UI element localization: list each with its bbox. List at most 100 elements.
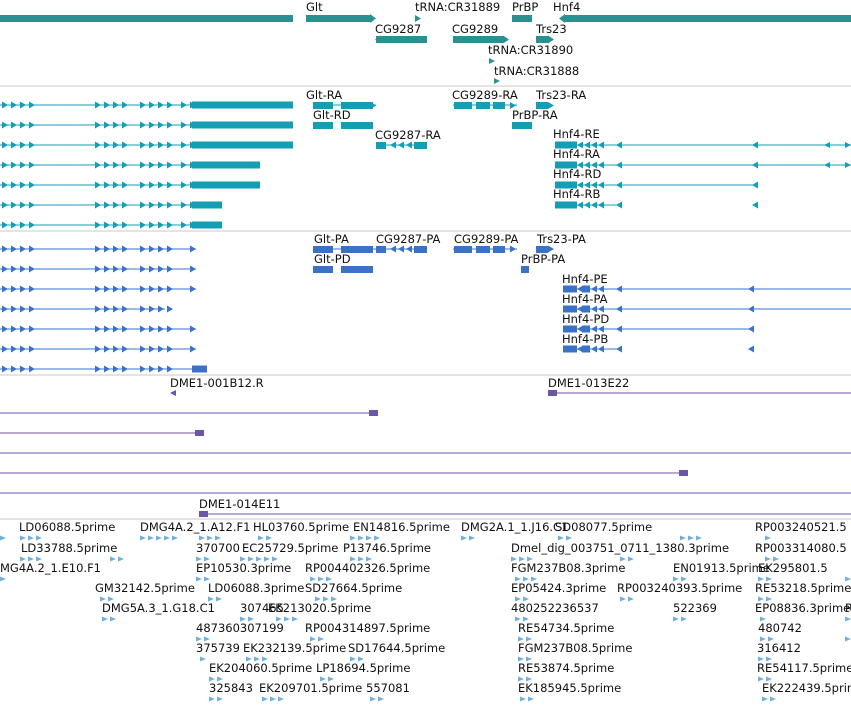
protein-exon[interactable] <box>192 365 207 373</box>
clone-block[interactable] <box>199 511 208 517</box>
strand-arrow-right <box>11 285 17 293</box>
exon-block[interactable] <box>493 102 505 109</box>
exon-block[interactable] <box>313 266 333 273</box>
strand-arrow-right <box>270 696 276 702</box>
exon-block[interactable] <box>313 102 333 109</box>
strand-arrow-right <box>149 221 155 229</box>
strand-arrow-right <box>680 535 686 541</box>
exon-block[interactable] <box>454 246 472 253</box>
gene-label: CG9287 <box>375 22 421 36</box>
gene-cg9287-block[interactable] <box>376 36 427 43</box>
protein-exon[interactable] <box>582 325 590 333</box>
protein-exon[interactable] <box>582 285 590 293</box>
exon-block[interactable] <box>313 246 333 253</box>
protein-exon[interactable] <box>582 345 590 353</box>
exon-block[interactable] <box>341 122 373 129</box>
strand-arrow-right <box>845 636 851 642</box>
strand-arrow-right <box>140 305 146 313</box>
strand-arrow-right <box>20 221 26 229</box>
strand-arrow-right <box>503 35 509 44</box>
strand-arrow-right <box>149 101 155 109</box>
strand-arrow-right <box>95 245 101 253</box>
exon-block[interactable] <box>376 142 386 149</box>
exon-block[interactable] <box>566 141 574 149</box>
strand-arrow-right <box>156 535 162 541</box>
exon-block[interactable] <box>493 246 505 253</box>
clone-block[interactable] <box>195 430 204 436</box>
strand-arrow-right <box>104 201 110 209</box>
exon-block[interactable] <box>566 181 574 189</box>
strand-arrow-right <box>284 616 290 622</box>
protein-exon[interactable] <box>563 325 577 333</box>
strand-arrow-right <box>358 556 364 562</box>
protein-exon[interactable] <box>563 305 577 313</box>
strand-arrow-left <box>591 345 597 353</box>
transcript-exon[interactable] <box>192 101 293 109</box>
strand-arrow-right <box>620 596 626 602</box>
clone-block[interactable] <box>679 470 688 476</box>
strand-arrow-right <box>209 676 215 682</box>
exon-block[interactable] <box>341 246 373 253</box>
gene-glt-block[interactable] <box>306 15 370 22</box>
gene-cg9289-block[interactable] <box>453 36 503 43</box>
strand-arrow-right <box>158 161 164 169</box>
est-label: Dmel_dig_003751_0711_1380.3prime <box>511 541 729 555</box>
strand-arrow-right <box>95 201 101 209</box>
exon-block[interactable] <box>414 246 427 253</box>
strand-arrow-right <box>113 161 119 169</box>
strand-arrow-right <box>104 101 110 109</box>
transcript-exon[interactable] <box>192 121 293 129</box>
exon-block[interactable] <box>521 266 529 273</box>
exon-block[interactable] <box>454 102 472 109</box>
exon-block[interactable] <box>512 122 532 129</box>
strand-arrow-right <box>2 345 8 353</box>
transcript-exon[interactable] <box>192 181 260 189</box>
strand-arrow-right <box>29 181 35 189</box>
exon-block[interactable] <box>476 246 490 253</box>
protein-exon[interactable] <box>563 345 577 353</box>
transcript-exon[interactable] <box>192 141 293 149</box>
strand-arrow-right <box>523 596 529 602</box>
est-label: SD08077.5prime <box>555 520 652 534</box>
gene-trs23-block[interactable] <box>536 36 548 43</box>
strand-arrow-left <box>591 285 597 293</box>
strand-arrow-right <box>696 535 702 541</box>
est-label: LD06088.3prime <box>208 581 304 595</box>
exon-block[interactable] <box>566 161 574 169</box>
strand-arrow-right <box>149 325 155 333</box>
exon-block[interactable] <box>341 102 373 109</box>
gene-prbp-block[interactable] <box>512 15 532 22</box>
strand-arrow-left <box>390 141 396 149</box>
strand-arrow-right <box>758 676 764 682</box>
gene-hnf4-block[interactable] <box>565 15 851 22</box>
est-label: EP05424.3prime <box>511 581 606 595</box>
exon-block[interactable] <box>566 201 574 209</box>
exon-block[interactable] <box>536 102 548 109</box>
strand-arrow-right <box>140 101 146 109</box>
protein-exon[interactable] <box>582 305 590 313</box>
transcript-exon[interactable] <box>192 161 260 169</box>
protein-exon[interactable] <box>563 285 577 293</box>
clone-block[interactable] <box>548 390 557 396</box>
exon-block[interactable] <box>313 122 333 129</box>
strand-arrow-left <box>616 325 622 333</box>
strand-arrow-right <box>240 556 246 562</box>
clone-block[interactable] <box>369 410 378 416</box>
exon-block[interactable] <box>376 246 386 253</box>
exon-block[interactable] <box>476 102 490 109</box>
exon-block[interactable] <box>414 142 427 149</box>
transcript-exon[interactable] <box>192 221 222 229</box>
gene-glt-block[interactable] <box>0 15 293 22</box>
strand-arrow-right <box>110 556 116 562</box>
exon-block[interactable] <box>536 246 548 253</box>
strand-arrow-right <box>95 161 101 169</box>
transcript-exon[interactable] <box>192 201 222 209</box>
strand-arrow-right <box>140 245 146 253</box>
exon-block[interactable] <box>341 266 373 273</box>
strand-arrow-right <box>181 201 187 209</box>
strand-arrow-right <box>262 696 268 702</box>
strand-arrow-right <box>167 161 173 169</box>
strand-arrow-right <box>2 101 8 109</box>
strand-arrow-right <box>2 265 8 273</box>
